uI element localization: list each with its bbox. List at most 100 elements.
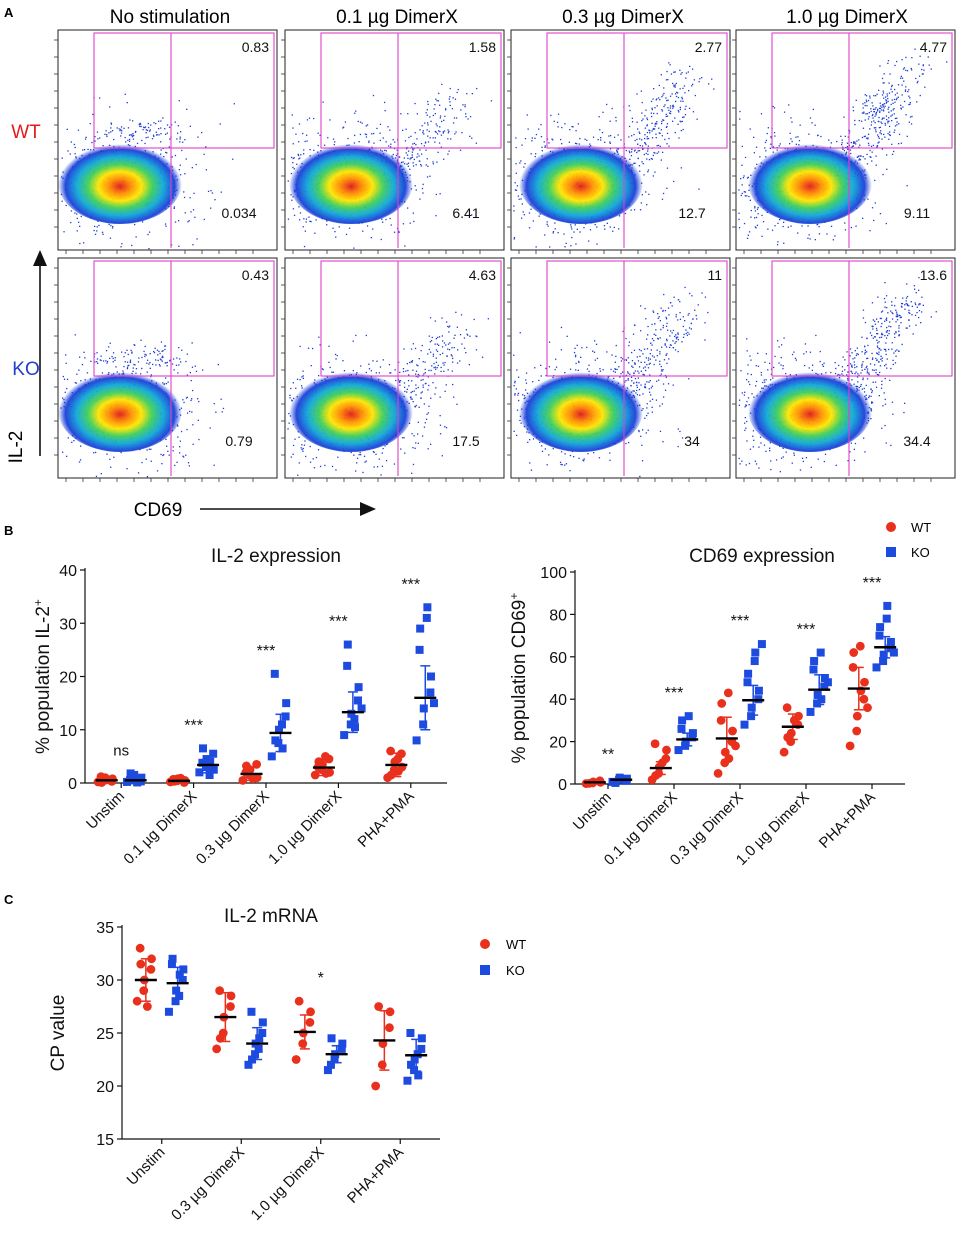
- quadrant-value-lower: 12.7: [678, 205, 705, 221]
- event-dot: [395, 379, 397, 382]
- event-dot: [844, 229, 847, 231]
- event-dot: [878, 89, 880, 91]
- event-dot: [100, 473, 102, 475]
- event-dot: [301, 444, 303, 446]
- event-dot: [161, 463, 163, 465]
- event-dot: [639, 132, 641, 135]
- event-dot: [916, 101, 918, 103]
- event-dot: [669, 335, 671, 337]
- event-dot: [906, 185, 908, 187]
- event-dot: [96, 230, 98, 232]
- event-dot: [487, 318, 489, 320]
- event-dot: [641, 194, 643, 196]
- event-dot: [131, 352, 133, 354]
- event-dot: [347, 137, 349, 140]
- event-dot: [362, 230, 364, 232]
- event-dot: [166, 124, 169, 126]
- event-dot: [621, 358, 624, 360]
- event-dot: [584, 138, 586, 140]
- event-dot: [445, 427, 448, 429]
- event-dot: [904, 89, 907, 91]
- event-dot: [303, 149, 305, 151]
- event-dot: [865, 95, 868, 97]
- event-dot: [636, 384, 638, 386]
- event-dot: [417, 442, 419, 444]
- event-dot: [599, 129, 601, 131]
- event-dot: [438, 344, 440, 346]
- event-dot: [659, 351, 661, 353]
- event-dot: [646, 124, 648, 126]
- event-dot: [381, 218, 383, 220]
- event-dot: [673, 106, 675, 108]
- event-dot: [379, 132, 381, 134]
- event-dot: [295, 387, 297, 389]
- event-dot: [135, 368, 138, 370]
- event-dot: [646, 138, 648, 140]
- event-dot: [665, 126, 668, 128]
- event-dot: [647, 334, 649, 336]
- event-dot: [573, 351, 576, 354]
- event-dot: [420, 350, 422, 352]
- event-dot: [355, 334, 357, 337]
- event-dot: [673, 296, 675, 298]
- event-dot: [427, 376, 429, 378]
- event-dot: [516, 369, 518, 371]
- event-dot: [665, 354, 667, 356]
- density-core: [289, 140, 413, 224]
- event-dot: [299, 379, 301, 381]
- event-dot: [454, 98, 457, 100]
- event-dot: [213, 464, 215, 466]
- event-dot: [192, 443, 194, 445]
- event-dot: [165, 133, 167, 135]
- event-dot: [381, 452, 383, 454]
- event-dot: [881, 118, 883, 120]
- event-dot: [454, 133, 456, 135]
- event-dot: [359, 451, 361, 454]
- event-dot: [574, 347, 576, 349]
- event-dot: [432, 161, 434, 163]
- event-dot: [648, 129, 650, 131]
- event-dot: [672, 120, 674, 122]
- event-dot: [637, 360, 640, 362]
- event-dot: [761, 214, 763, 217]
- event-dot: [475, 142, 477, 144]
- event-dot: [378, 458, 380, 460]
- event-dot: [778, 219, 781, 221]
- event-dot: [288, 422, 290, 424]
- event-dot: [299, 157, 301, 159]
- event-dot: [525, 389, 527, 391]
- event-dot: [617, 134, 619, 136]
- event-dot: [297, 474, 299, 476]
- event-dot: [90, 360, 92, 362]
- event-dot: [921, 73, 923, 75]
- event-dot: [66, 378, 69, 380]
- event-dot: [436, 100, 438, 102]
- event-dot: [571, 228, 573, 230]
- event-dot: [141, 139, 143, 142]
- event-dot: [192, 244, 194, 246]
- event-dot: [172, 446, 174, 448]
- event-dot: [129, 359, 132, 361]
- event-dot: [438, 142, 441, 144]
- event-dot: [739, 110, 741, 113]
- event-dot: [645, 143, 647, 146]
- event-dot: [790, 117, 792, 119]
- event-dot: [655, 399, 658, 401]
- event-dot: [640, 330, 642, 332]
- event-dot: [564, 123, 566, 125]
- event-dot: [372, 360, 374, 362]
- event-dot: [638, 366, 641, 368]
- event-dot: [302, 132, 304, 135]
- event-dot: [639, 355, 641, 357]
- event-dot: [180, 361, 182, 363]
- event-dot: [869, 95, 871, 97]
- event-dot: [921, 68, 923, 71]
- event-dot: [182, 455, 184, 457]
- event-dot: [860, 120, 863, 122]
- event-dot: [428, 335, 430, 337]
- event-dot: [144, 142, 146, 145]
- event-dot: [198, 400, 200, 403]
- event-dot: [677, 332, 679, 334]
- event-dot: [535, 133, 538, 136]
- event-dot: [644, 307, 646, 310]
